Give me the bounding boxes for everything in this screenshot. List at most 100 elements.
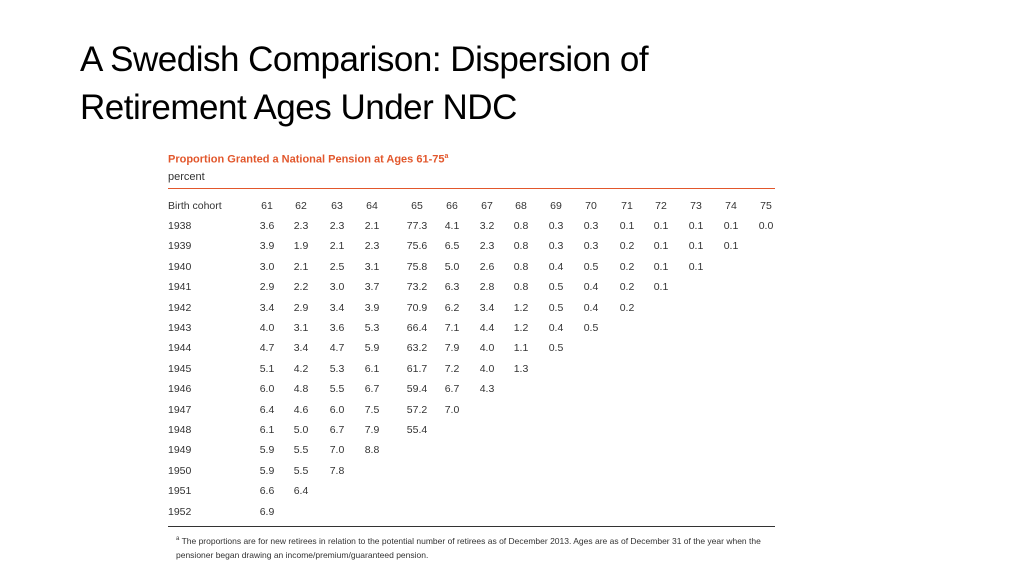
data-cell: 6.2 (444, 301, 460, 314)
data-cell: 7.8 (329, 464, 345, 477)
data-cell: 7.9 (364, 424, 380, 436)
data-cell: 7.2 (444, 362, 460, 375)
data-cell: 55.4 (406, 424, 428, 436)
data-cell: 0.5 (548, 301, 564, 314)
data-cell: 7.0 (329, 444, 345, 457)
data-cell: 5.3 (364, 322, 380, 334)
data-cell: 6.7 (329, 424, 345, 436)
row-label: 1942 (168, 301, 192, 314)
slide-title: A Swedish Comparison: Dispersion of Reti… (80, 40, 649, 127)
data-cell: 0.2 (619, 240, 635, 253)
data-cell: 4.3 (479, 383, 495, 396)
data-cell: 0.5 (548, 281, 564, 294)
data-cell: 0.3 (583, 220, 599, 232)
row-label: 1947 (168, 403, 192, 416)
data-cell: 0.1 (653, 260, 669, 273)
data-cell: 6.3 (444, 281, 460, 294)
data-cell: 2.9 (259, 281, 275, 294)
row-label: 1940 (168, 260, 192, 273)
data-cell: 5.9 (364, 342, 380, 355)
data-cell: 0.8 (513, 220, 529, 232)
data-cell: 2.1 (329, 240, 345, 253)
data-cell: 0.1 (688, 240, 704, 253)
data-cell: 4.1 (444, 220, 460, 232)
data-cell: 0.3 (583, 240, 599, 253)
data-cell: 2.2 (293, 281, 309, 294)
row-label: 1945 (168, 362, 192, 375)
data-cell: 6.4 (293, 485, 309, 498)
data-cell: 0.4 (583, 301, 599, 314)
data-cell: 4.0 (479, 342, 495, 355)
data-cell: 61.7 (406, 362, 428, 375)
data-cell: 2.3 (364, 240, 380, 253)
data-cell: 0.1 (653, 281, 669, 294)
data-cell: 3.4 (259, 301, 275, 314)
header-cell: 73 (690, 200, 702, 212)
row-label: 1951 (168, 485, 192, 498)
row-label: 1941 (168, 281, 192, 294)
data-cell: 2.3 (293, 220, 309, 232)
data-cell: 5.5 (329, 383, 345, 396)
data-cell: 0.4 (548, 322, 564, 334)
data-cell: 63.2 (406, 342, 428, 355)
data-cell: 4.0 (479, 362, 495, 375)
data-cell: 1.1 (513, 342, 529, 355)
data-cell: 3.9 (259, 240, 275, 253)
data-cell: 3.9 (364, 301, 380, 314)
data-cell: 1.2 (513, 301, 529, 314)
data-cell: 0.5 (583, 322, 599, 334)
data-cell: 2.3 (479, 240, 495, 253)
data-cell: 3.1 (293, 322, 309, 334)
data-cell: 73.2 (406, 281, 428, 294)
data-cell: 4.6 (293, 403, 309, 416)
data-cell: 6.7 (364, 383, 380, 396)
data-cell: 0.8 (513, 281, 529, 294)
data-cell: 5.5 (293, 444, 309, 457)
data-cell: 0.1 (653, 240, 669, 253)
data-cell: 0.5 (548, 342, 564, 355)
data-cell: 4.4 (479, 322, 495, 334)
data-cell: 4.7 (329, 342, 345, 355)
header-cell: 70 (585, 200, 597, 212)
data-cell: 6.6 (259, 485, 275, 498)
data-cell: 3.6 (329, 322, 345, 334)
header-cell: 75 (760, 200, 772, 212)
data-cell: 6.0 (259, 383, 275, 396)
data-cell: 6.1 (364, 362, 380, 375)
data-cell: 2.1 (293, 260, 309, 273)
row-label: 1944 (168, 342, 192, 355)
data-cell: 2.9 (293, 301, 309, 314)
data-cell: 3.4 (329, 301, 345, 314)
data-cell: 3.6 (259, 220, 275, 232)
data-cell: 6.1 (259, 424, 275, 436)
data-cell: 3.4 (479, 301, 495, 314)
header-cell: 61 (261, 200, 273, 212)
data-cell: 4.7 (259, 342, 275, 355)
data-cell: 3.7 (364, 281, 380, 294)
data-cell: 5.9 (259, 464, 275, 477)
data-cell: 2.8 (479, 281, 495, 294)
data-cell: 70.9 (406, 301, 428, 314)
data-cell: 4.8 (293, 383, 309, 396)
data-cell: 75.8 (406, 260, 428, 273)
header-cell: 65 (411, 200, 423, 212)
data-cell: 2.5 (329, 260, 345, 273)
data-cell: 57.2 (406, 403, 428, 416)
data-cell: 0.0 (758, 220, 774, 232)
header-cell: 63 (331, 200, 343, 212)
header-cell: 66 (446, 200, 458, 212)
data-cell: 2.3 (329, 220, 345, 232)
data-cell: 0.3 (548, 220, 564, 232)
data-cell: 2.6 (479, 260, 495, 273)
header-cell: 67 (481, 200, 493, 212)
data-cell: 3.2 (479, 220, 495, 232)
data-cell: 0.2 (619, 260, 635, 273)
data-cell: 7.5 (364, 403, 380, 416)
header-cell: 69 (550, 200, 562, 212)
header-cell: 72 (655, 200, 667, 212)
data-cell: 5.5 (293, 464, 309, 477)
data-cell: 7.0 (444, 403, 460, 416)
row-label: 1952 (168, 505, 192, 518)
data-cell: 1.3 (513, 362, 529, 375)
